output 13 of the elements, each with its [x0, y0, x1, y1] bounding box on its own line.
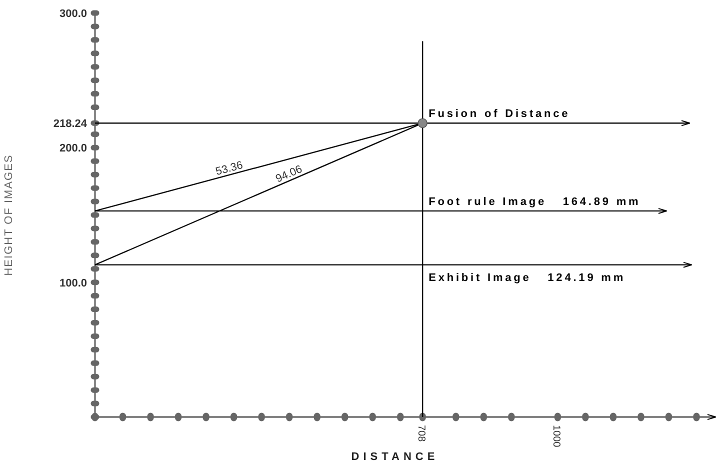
y-tick-label: 100.0 — [59, 277, 87, 290]
series-label: Exhibit Image 124.19 mm — [428, 272, 626, 284]
x-axis-title: DISTANCE — [351, 451, 439, 463]
x-tick-label: 708 — [416, 425, 427, 442]
series-label: Fusion of Distance — [428, 108, 570, 120]
y-tick-label: 200.0 — [59, 142, 87, 155]
x-tick-label: 1000 — [550, 425, 562, 448]
annotation: 53.36 — [214, 159, 244, 178]
series-label: Foot rule Image 164.89 mm — [428, 196, 641, 208]
annotation: 94.06 — [274, 163, 304, 186]
y-axis-title: HEIGHT OF IMAGES — [3, 154, 15, 276]
y-tick-label: 218.24 — [53, 118, 88, 130]
y-tick-label: 300.0 — [59, 8, 87, 20]
